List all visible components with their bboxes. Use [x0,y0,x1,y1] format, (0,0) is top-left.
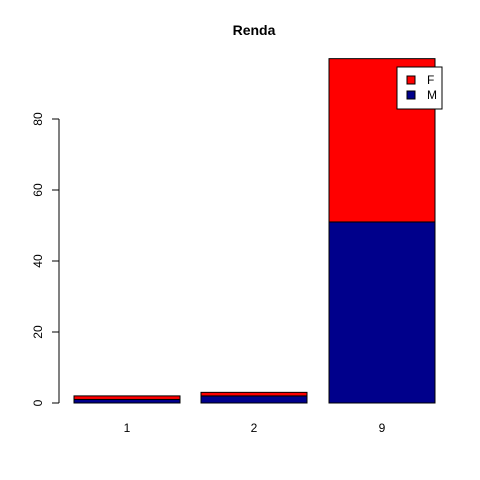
y-tick-label: 20 [31,325,45,339]
bar-2-M [200,395,308,404]
legend-box [396,66,443,110]
y-tick-label: 80 [31,112,45,126]
y-tick-label: 60 [31,183,45,197]
chart-title: Renda [233,22,276,38]
y-tick-label: 0 [31,399,45,406]
x-tick-label: 2 [251,421,258,435]
bar-2-F [200,391,308,397]
x-tick-label: 1 [124,421,131,435]
bar-1-M [73,398,181,404]
legend-swatch-F [406,75,416,85]
legend: FM [396,66,443,110]
y-axis: 0 20 40 60 80 [31,112,59,406]
legend-label-F: F [427,73,434,87]
y-tick-label: 40 [31,254,45,268]
x-tick-label: 9 [379,421,386,435]
x-axis-labels: 1 2 9 [124,421,386,435]
legend-swatch-M [406,90,416,100]
bar-9-M [328,221,436,404]
legend-label-M: M [427,88,437,102]
bar-1-F [73,395,181,400]
bars-group [73,58,436,404]
